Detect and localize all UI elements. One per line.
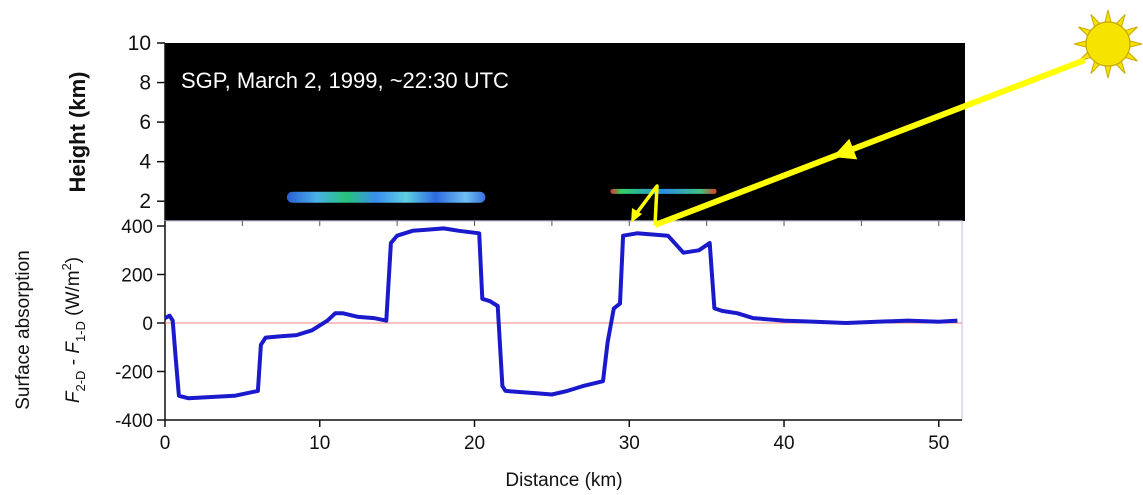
- incoming-sunlight-arrow: [653, 57, 1087, 228]
- scattered-light-arrow: [631, 184, 659, 226]
- sun-icon: [1073, 9, 1143, 79]
- subscript-1d: 1-D: [73, 321, 88, 342]
- absorption-y-tick-label: 400: [121, 217, 153, 238]
- radar-background: [165, 43, 965, 221]
- y-axis-title-inner: F2-D - F1-D (W/m2): [59, 257, 88, 403]
- unit-close: ): [63, 257, 84, 263]
- y-axis-title-outer: Surface absorption: [13, 250, 34, 410]
- absorption-x-tick-label: 30: [619, 433, 640, 454]
- cloud-layers: [286, 188, 717, 203]
- radar-panel: SGP, March 2, 1999, ~22:30 UTC 2 4 6 8 10 He…: [65, 32, 965, 221]
- radar-y-axis-title: Height (km): [65, 72, 90, 193]
- absorption-series: [164, 226, 958, 401]
- unit-superscript: 2: [59, 263, 74, 270]
- absorption-x-tick-label: 40: [773, 433, 794, 454]
- radar-panel-title: SGP, March 2, 1999, ~22:30 UTC: [181, 68, 509, 93]
- flux-symbol: F: [63, 390, 84, 403]
- radar-y-axis: 2 4 6 8 10: [128, 32, 166, 221]
- sunlight-arrowhead: [832, 138, 858, 160]
- unit-label: (W/m: [63, 270, 84, 321]
- radar-y-tick-label: 10: [128, 32, 151, 55]
- absorption-y-tick-label: -200: [115, 363, 153, 384]
- x-axis-title: Distance (km): [505, 470, 622, 491]
- cloud-layer: [610, 188, 717, 194]
- radar-y-tick-label: 2: [139, 190, 151, 213]
- cloud-layer: [286, 191, 486, 203]
- absorption-x-tick-label: 20: [464, 433, 485, 454]
- absorption-y-tick-label: -400: [115, 411, 153, 432]
- absorption-series-line: [164, 226, 958, 401]
- sun-disc: [1085, 21, 1131, 67]
- absorption-x-tick-label: 50: [928, 433, 949, 454]
- absorption-y-tick-label: 200: [121, 266, 153, 287]
- sunlight-arrows: [631, 57, 1087, 228]
- absorption-y-axis: -400 -200 0 200 400: [115, 217, 166, 432]
- subscript-2d: 2-D: [73, 371, 88, 392]
- absorption-panel: -400 -200 0 200 400 0 10 20 30 40 50 Distance (km…: [13, 217, 963, 491]
- absorption-x-tick-label: 10: [309, 433, 330, 454]
- flux-symbol-2: F: [63, 341, 84, 354]
- radar-y-tick-label: 6: [139, 111, 151, 134]
- absorption-x-tick-label: 0: [160, 433, 171, 454]
- radar-y-tick-label: 8: [139, 72, 151, 95]
- scattered-arrowhead: [631, 208, 642, 223]
- radar-y-tick-label: 4: [139, 151, 151, 174]
- minus-sign: -: [63, 354, 84, 371]
- absorption-x-axis: 0 10 20 30 40 50: [160, 221, 962, 454]
- absorption-y-tick-label: 0: [142, 314, 153, 335]
